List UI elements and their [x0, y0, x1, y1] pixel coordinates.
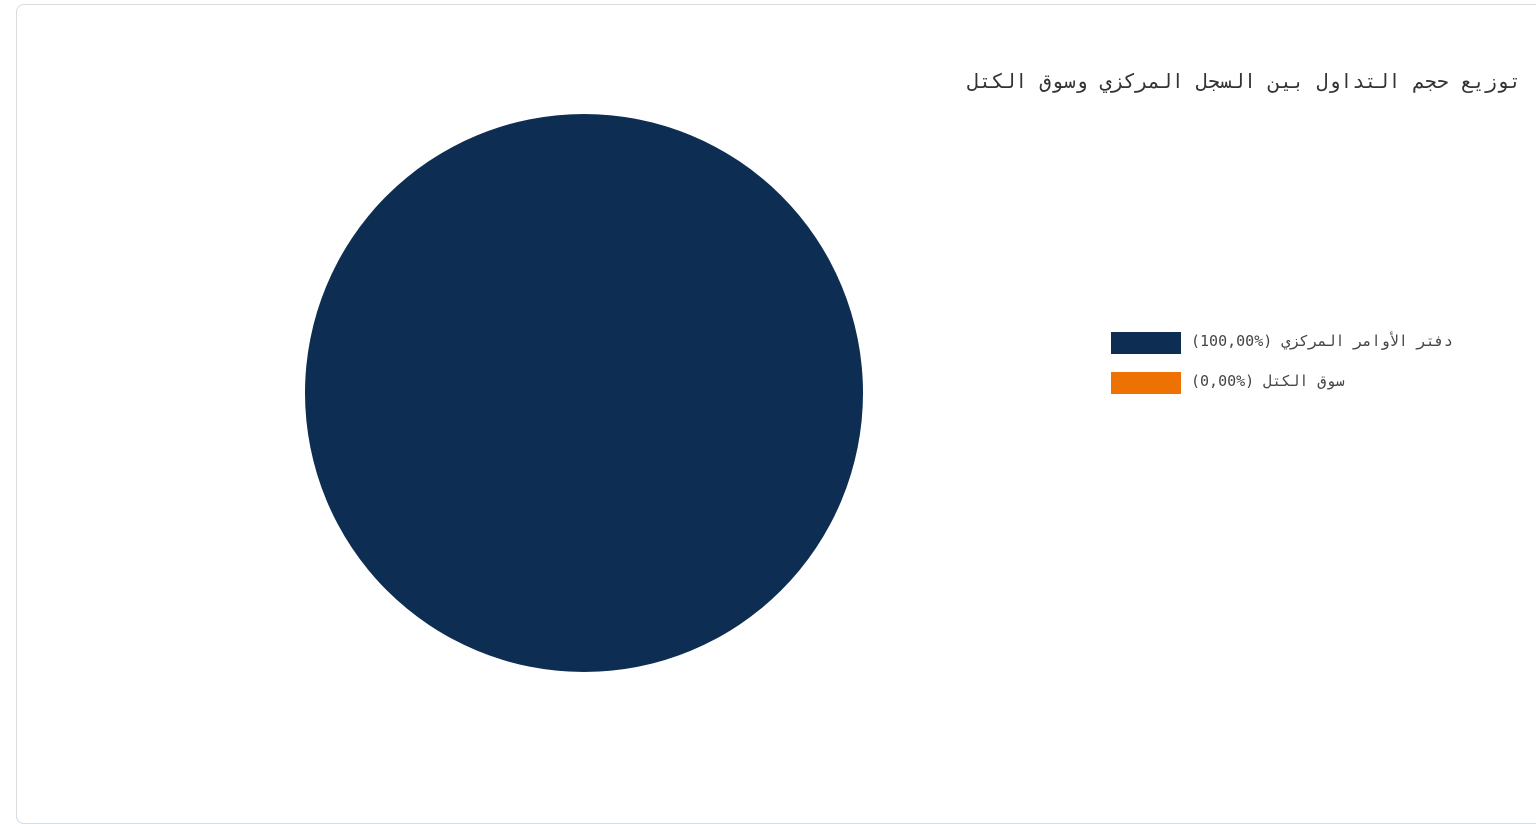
legend-swatch-block-market: [1111, 372, 1181, 394]
chart-title: توزيع حجم التداول بين السجل المركزي وسوق…: [967, 69, 1521, 93]
pie-svg: [305, 114, 863, 672]
pie-slice-0[interactable]: [305, 114, 863, 672]
legend-label-central-order-book: دفتر الأوامر المركزي (%100,00): [1191, 332, 1453, 350]
pie-chart: [304, 113, 864, 673]
legend-swatch-central-order-book: [1111, 332, 1181, 354]
legend-label-block-market: سوق الكتل (%0,00): [1191, 372, 1345, 390]
chart-card: توزيع حجم التداول بين السجل المركزي وسوق…: [16, 4, 1536, 824]
